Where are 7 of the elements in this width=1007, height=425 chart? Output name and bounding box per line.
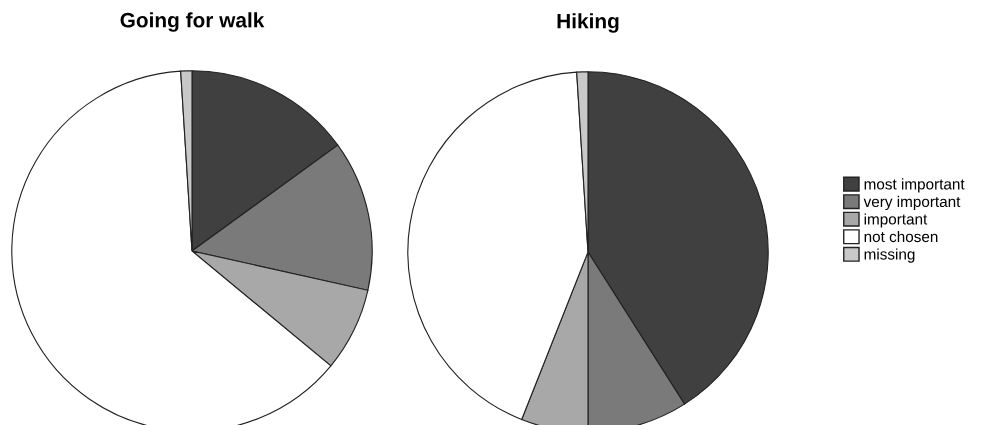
chart-title: Going for walk — [120, 12, 265, 32]
legend-label: missing — [864, 248, 915, 263]
legend-label: important — [864, 213, 928, 228]
legend-label: most important — [864, 178, 965, 193]
legend-label: not chosen — [864, 230, 938, 243]
chart-title: Hiking — [557, 13, 619, 33]
legend-label: very important — [863, 195, 961, 211]
